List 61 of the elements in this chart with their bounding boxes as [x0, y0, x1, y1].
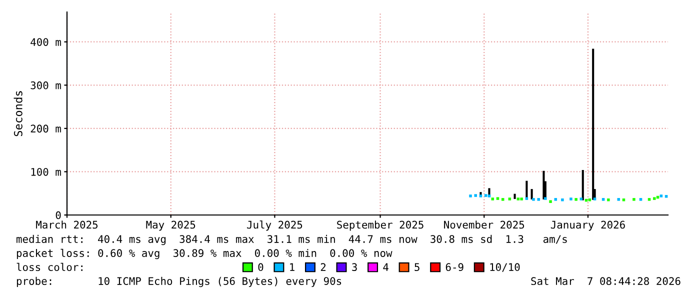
x-tick-label: September 2025	[337, 220, 424, 231]
legend-label: 6-9	[446, 263, 464, 272]
x-tick-label: May 2025	[146, 220, 196, 231]
point	[491, 198, 494, 200]
point	[602, 198, 605, 201]
point	[639, 198, 642, 201]
bar	[530, 189, 533, 200]
x-tick-label: November 2025	[444, 220, 524, 229]
text: packet loss: 0.60 % avg 30.89 % max 0.00 % min 0.00 % now	[16, 248, 392, 260]
point	[537, 198, 540, 201]
point	[479, 194, 482, 198]
y-axis-title: Seconds	[14, 91, 22, 136]
point	[580, 198, 583, 200]
point	[520, 198, 523, 200]
point	[525, 197, 528, 200]
y-tick-label: 300 m	[30, 81, 61, 90]
text: median rtt: 40.4 ms avg 384.4 ms max 31.1 ms min 44.7 ms now 30.8 ms sd 1.3 am/s	[16, 234, 567, 246]
y-tick-label: 100 m	[31, 168, 61, 176]
point	[664, 195, 668, 198]
y-tick-label: 0	[56, 211, 61, 220]
point	[501, 198, 504, 201]
bar	[592, 48, 594, 200]
point	[660, 194, 663, 198]
y-tick-label: 400 m	[30, 38, 61, 46]
point	[632, 198, 636, 201]
point	[607, 198, 610, 202]
point	[544, 197, 547, 200]
point	[532, 198, 535, 201]
legend-label: 4	[383, 263, 388, 271]
point	[561, 198, 564, 202]
point	[554, 198, 558, 201]
point	[469, 194, 472, 198]
point	[549, 200, 552, 203]
point	[516, 198, 520, 200]
point	[593, 198, 596, 200]
bar	[542, 170, 545, 200]
point	[484, 194, 488, 197]
point	[496, 197, 500, 200]
point	[508, 198, 512, 200]
legend-title: loss color:	[16, 262, 82, 272]
legend-label: 5	[414, 263, 420, 272]
point	[488, 194, 491, 198]
point	[648, 198, 651, 201]
y-tick-label: 200 m	[30, 124, 61, 133]
text: probe: 10 ICMP Echo Pings (56 Bytes) every 90s	[16, 276, 342, 288]
point	[652, 197, 656, 200]
legend-label: 0	[258, 263, 264, 272]
point	[617, 198, 620, 201]
bar	[514, 194, 516, 199]
point	[574, 198, 578, 201]
legend-label: 3	[352, 263, 357, 272]
point	[474, 194, 477, 197]
bar	[582, 170, 584, 200]
legend-label: 1	[290, 263, 294, 271]
legend-label: 2	[320, 263, 326, 271]
x-tick-label: January 2026	[550, 220, 625, 231]
text: Sat Mar 7 08:44:28 2026	[531, 277, 680, 286]
point	[570, 198, 572, 200]
x-tick-label: March 2025	[36, 220, 98, 229]
legend-label: 10/10	[490, 263, 520, 272]
x-tick-label: July 2025	[247, 220, 302, 231]
